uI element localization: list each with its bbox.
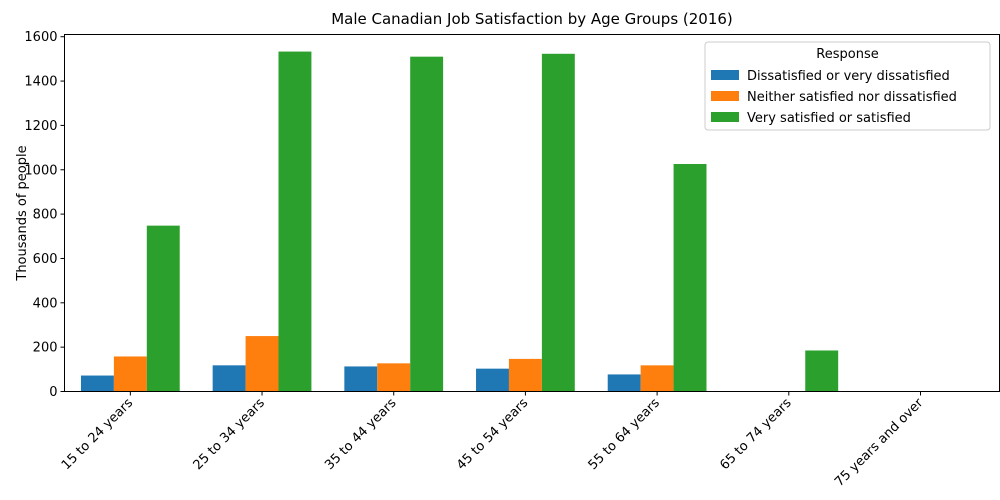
bar-1-1 <box>80 375 114 392</box>
legend-swatch <box>711 70 739 80</box>
y-tick-label: 600 <box>33 252 58 267</box>
y-tick-label: 800 <box>33 208 58 223</box>
x-tick-label: 45 to 54 years <box>454 396 531 473</box>
bar-2-1 <box>113 356 147 392</box>
bar-3-4 <box>541 53 575 392</box>
x-tick-label: 25 to 34 years <box>191 396 268 473</box>
chart-title: Male Canadian Job Satisfaction by Age Gr… <box>331 10 733 28</box>
bar-2-5 <box>640 365 674 392</box>
x-tick-label: 55 to 64 years <box>586 396 663 473</box>
y-tick-label: 200 <box>33 341 58 356</box>
bar-1-5 <box>607 374 641 392</box>
legend-label: Very satisfied or satisfied <box>747 111 911 126</box>
bar-1-2 <box>212 365 246 392</box>
x-tick-label: 75 years and over <box>832 395 927 490</box>
legend: Response Dissatisfied or very dissatisfie… <box>704 41 991 131</box>
legend-label: Dissatisfied or very dissatisfied <box>747 69 950 84</box>
bar-3-2 <box>278 51 312 392</box>
legend-swatch <box>711 91 739 101</box>
y-tick-label: 1400 <box>24 75 57 90</box>
bar-2-2 <box>245 336 279 392</box>
y-axis: 0 200 400 600 800 1000 1200 1400 1600 <box>24 30 65 400</box>
x-axis: 15 to 24 years 25 to 34 years 35 to 44 yea… <box>59 391 927 490</box>
x-tick-label: 35 to 44 years <box>322 396 399 473</box>
y-tick-label: 0 <box>49 385 57 400</box>
legend-box <box>704 41 991 131</box>
y-tick-label: 1600 <box>24 30 57 45</box>
bar-3-3 <box>410 56 444 392</box>
bar-3-6 <box>805 350 839 392</box>
y-tick-label: 400 <box>33 296 58 311</box>
bars <box>80 51 839 392</box>
bar-3-5 <box>673 163 707 392</box>
legend-swatch <box>711 112 739 122</box>
bar-1-3 <box>344 366 378 392</box>
y-axis-label: Thousands of people <box>15 145 30 281</box>
legend-title: Response <box>816 47 878 62</box>
bar-3-1 <box>146 225 180 392</box>
x-tick-label: 65 to 74 years <box>717 396 794 473</box>
bar-2-3 <box>377 363 411 392</box>
bar-1-4 <box>476 368 509 392</box>
x-tick-label: 15 to 24 years <box>59 396 136 473</box>
legend-label: Neither satisfied nor dissatisfied <box>747 90 957 105</box>
y-tick-label: 1000 <box>24 163 57 178</box>
y-tick-label: 1200 <box>24 119 57 134</box>
bar-2-4 <box>508 358 542 392</box>
